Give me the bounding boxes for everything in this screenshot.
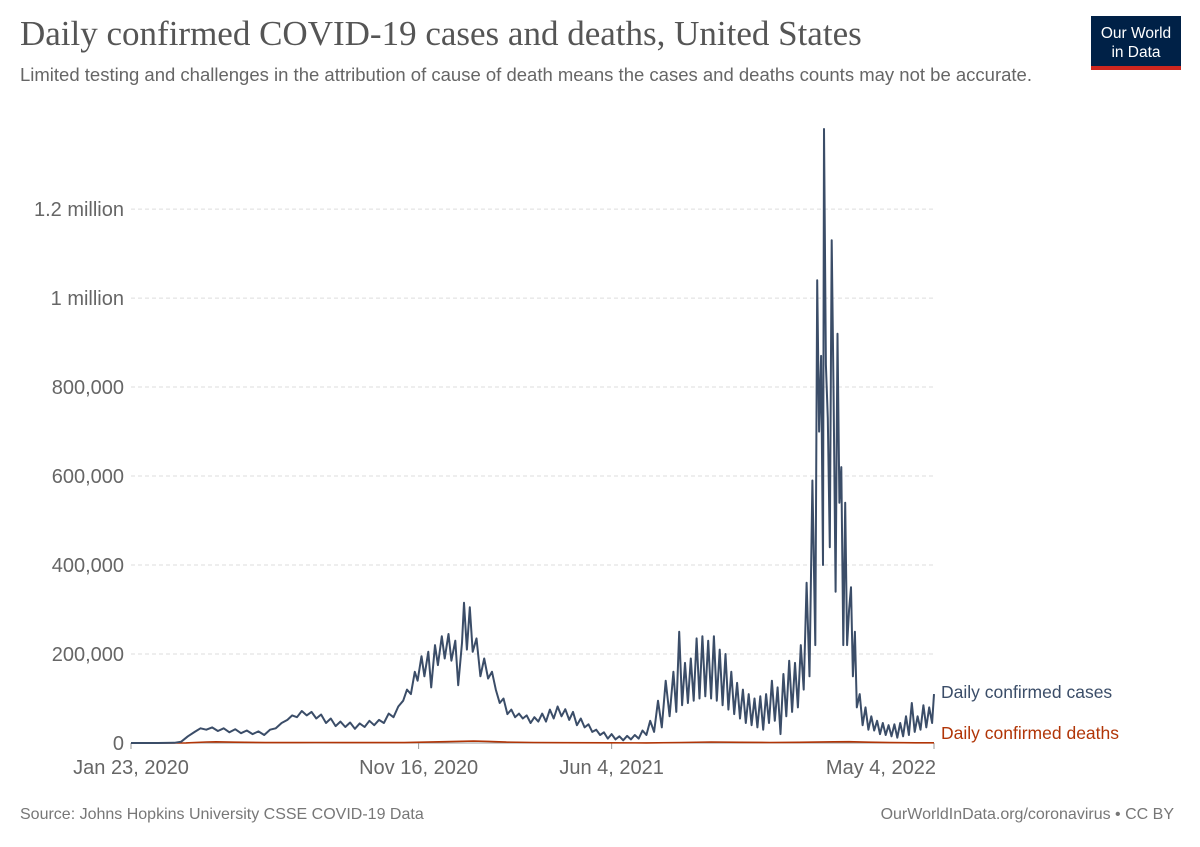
logo-line-1: Our World [1100, 25, 1172, 42]
x-tick-label: Jan 23, 2020 [73, 757, 189, 779]
y-tick-label: 600,000 [52, 466, 124, 488]
x-axis: Jan 23, 2020 Nov 16, 2020 Jun 4, 2021 May 4… [73, 742, 936, 779]
deaths-line [131, 740, 934, 744]
series-labels: Daily confirmed cases Daily confirmed dea… [941, 682, 1119, 743]
chart-subtitle: Limited testing and challenges in the at… [20, 64, 1032, 85]
gridlines [131, 208, 934, 655]
source-note: Source: Johns Hopkins University CSSE CO… [20, 806, 424, 823]
y-tick-label: 1.2 million [34, 199, 124, 221]
deaths-series-label: Daily confirmed deaths [941, 723, 1119, 743]
credit-link[interactable]: OurWorldInData.org/coronavirus • CC BY [880, 806, 1174, 823]
cases-line [131, 128, 935, 744]
y-tick-label: 800,000 [52, 377, 124, 399]
chart-title: Daily confirmed COVID-19 cases and death… [20, 14, 862, 53]
y-tick-label: 0 [113, 733, 124, 755]
x-tick-label: Jun 4, 2021 [559, 757, 664, 779]
x-tick-label: May 4, 2022 [826, 757, 936, 779]
y-tick-label: 400,000 [52, 555, 124, 577]
y-axis-ticks: 0 200,000 400,000 600,000 800,000 1 million 1.… [34, 199, 124, 755]
y-tick-label: 200,000 [52, 644, 124, 666]
logo-line-2: in Data [1111, 44, 1161, 61]
y-tick-label: 1 million [51, 288, 124, 310]
series-lines [131, 128, 935, 744]
line-chart: 0 200,000 400,000 600,000 800,000 1 million 1.… [34, 128, 1119, 779]
cases-series-label: Daily confirmed cases [941, 682, 1112, 702]
owid-logo[interactable]: Our World in Data [1091, 16, 1181, 70]
x-tick-label: Nov 16, 2020 [359, 757, 478, 779]
